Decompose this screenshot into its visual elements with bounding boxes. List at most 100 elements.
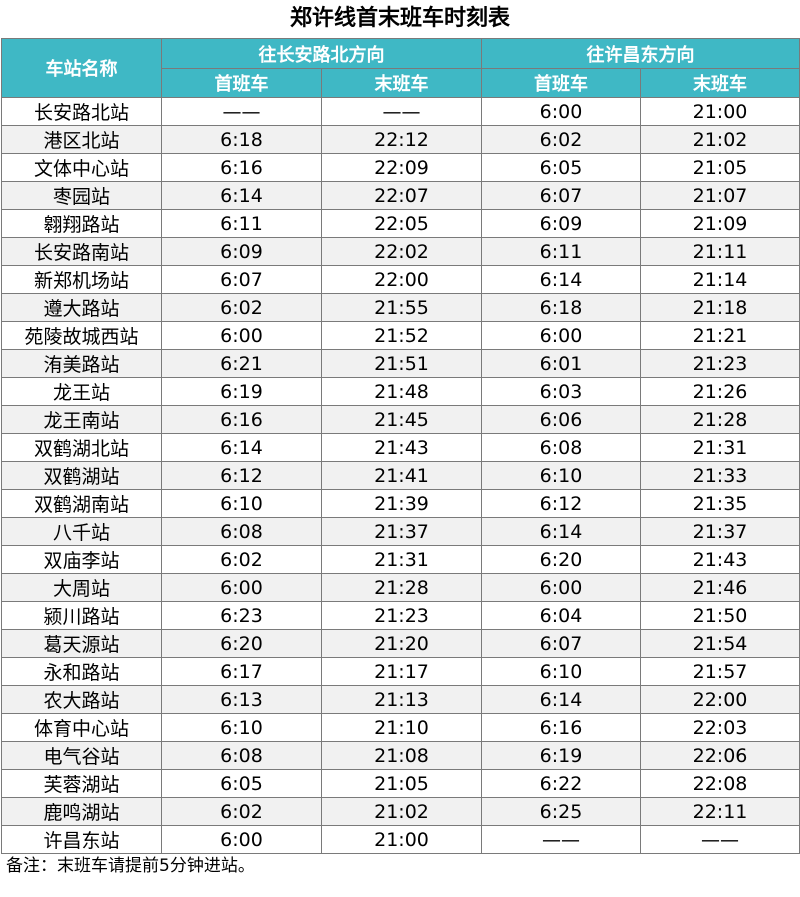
north-first-train-cell: 6:02 (161, 797, 322, 826)
station-name-cell: 翱翔路站 (1, 209, 162, 238)
north-first-train-cell: 6:09 (161, 237, 322, 266)
north-last-train-cell: 22:12 (321, 125, 482, 154)
east-last-train-cell: 21:50 (640, 601, 800, 630)
north-first-train-cell: 6:00 (161, 321, 322, 350)
east-first-train-cell: 6:25 (481, 797, 641, 826)
east-last-train-cell: 22:06 (640, 741, 800, 770)
station-name-cell: 双鹤湖南站 (1, 489, 162, 518)
station-name-cell: 双庙李站 (1, 545, 162, 574)
north-last-train-cell: 21:37 (321, 517, 482, 546)
table-row: 龙王南站 6:16 21:45 6:06 21:28 (1, 405, 800, 434)
east-last-train-cell: 21:23 (640, 349, 800, 378)
north-first-train-cell: 6:07 (161, 265, 322, 294)
table-row: 葛天源站 6:20 21:20 6:07 21:54 (1, 629, 800, 658)
direction-changanlu-north-header: 往长安路北方向 (161, 38, 482, 69)
north-last-train-cell: 21:39 (321, 489, 482, 518)
station-name-cell: 葛天源站 (1, 629, 162, 658)
east-first-train-cell: 6:14 (481, 265, 641, 294)
north-first-train-cell: 6:08 (161, 517, 322, 546)
east-last-train-cell: 21:11 (640, 237, 800, 266)
station-name-cell: 体育中心站 (1, 713, 162, 742)
station-name-header: 车站名称 (1, 38, 162, 98)
station-name-cell: 芙蓉湖站 (1, 769, 162, 798)
north-last-train-cell: 21:08 (321, 741, 482, 770)
table-row: 双鹤湖站 6:12 21:41 6:10 21:33 (1, 461, 800, 490)
north-first-train-cell: 6:02 (161, 293, 322, 322)
east-first-train-cell: 6:02 (481, 125, 641, 154)
east-last-train-cell: 21:07 (640, 181, 800, 210)
east-last-train-cell: 21:31 (640, 433, 800, 462)
east-first-train-cell: 6:03 (481, 377, 641, 406)
station-name-cell: 长安路南站 (1, 237, 162, 266)
north-last-train-cell: 21:48 (321, 377, 482, 406)
table-row: 颍川路站 6:23 21:23 6:04 21:50 (1, 601, 800, 630)
station-name-cell: 大周站 (1, 573, 162, 602)
east-last-train-cell: 21:18 (640, 293, 800, 322)
table-row: 长安路北站 —— —— 6:00 21:00 (1, 97, 800, 126)
north-first-train-cell: 6:23 (161, 601, 322, 630)
north-first-train-cell: 6:00 (161, 573, 322, 602)
east-last-train-cell: 21:43 (640, 545, 800, 574)
north-last-train-cell: 22:09 (321, 153, 482, 182)
table-row: 新郑机场站 6:07 22:00 6:14 21:14 (1, 265, 800, 294)
station-name-cell: 龙王南站 (1, 405, 162, 434)
north-last-train-cell: 22:02 (321, 237, 482, 266)
table-row: 永和路站 6:17 21:17 6:10 21:57 (1, 657, 800, 686)
east-last-train-cell: 22:00 (640, 685, 800, 714)
east-last-train-cell: 21:02 (640, 125, 800, 154)
east-last-train-cell: 22:11 (640, 797, 800, 826)
north-last-train-cell: 21:28 (321, 573, 482, 602)
north-last-train-cell: 22:07 (321, 181, 482, 210)
north-last-train-cell: 22:00 (321, 265, 482, 294)
table-row: 农大路站 6:13 21:13 6:14 22:00 (1, 685, 800, 714)
east-last-train-cell: 21:21 (640, 321, 800, 350)
station-name-cell: 电气谷站 (1, 741, 162, 770)
table-row: 龙王站 6:19 21:48 6:03 21:26 (1, 377, 800, 406)
east-first-train-cell: 6:00 (481, 573, 641, 602)
last-train-header: 末班车 (321, 68, 482, 98)
east-first-train-cell: 6:00 (481, 321, 641, 350)
station-name-cell: 八千站 (1, 517, 162, 546)
station-name-cell: 文体中心站 (1, 153, 162, 182)
east-first-train-cell: 6:07 (481, 629, 641, 658)
north-last-train-cell: 21:13 (321, 685, 482, 714)
north-first-train-cell: 6:10 (161, 489, 322, 518)
table-row: 长安路南站 6:09 22:02 6:11 21:11 (1, 237, 800, 266)
north-last-train-cell: 21:20 (321, 629, 482, 658)
timetable: 车站名称 往长安路北方向 往许昌东方向 首班车 末班车 首班车 末班车 长安路北… (1, 38, 800, 854)
east-last-train-cell: 21:05 (640, 153, 800, 182)
table-row: 双庙李站 6:02 21:31 6:20 21:43 (1, 545, 800, 574)
east-first-train-cell: 6:12 (481, 489, 641, 518)
east-last-train-cell: 21:09 (640, 209, 800, 238)
north-first-train-cell: 6:16 (161, 153, 322, 182)
east-first-train-cell: 6:10 (481, 461, 641, 490)
east-first-train-cell: 6:14 (481, 517, 641, 546)
east-first-train-cell: 6:09 (481, 209, 641, 238)
table-row: 八千站 6:08 21:37 6:14 21:37 (1, 517, 800, 546)
north-last-train-cell: 21:02 (321, 797, 482, 826)
north-last-train-cell: —— (321, 97, 482, 126)
north-first-train-cell: 6:02 (161, 545, 322, 574)
station-name-cell: 鹿鸣湖站 (1, 797, 162, 826)
north-last-train-cell: 21:23 (321, 601, 482, 630)
north-last-train-cell: 21:31 (321, 545, 482, 574)
station-name-cell: 遵大路站 (1, 293, 162, 322)
north-first-train-cell: 6:18 (161, 125, 322, 154)
north-first-train-cell: 6:16 (161, 405, 322, 434)
east-last-train-cell: 21:54 (640, 629, 800, 658)
north-last-train-cell: 21:52 (321, 321, 482, 350)
north-last-train-cell: 21:45 (321, 405, 482, 434)
direction-xuchang-east-header: 往许昌东方向 (481, 38, 800, 69)
station-name-cell: 颍川路站 (1, 601, 162, 630)
north-last-train-cell: 22:05 (321, 209, 482, 238)
table-row: 洧美路站 6:21 21:51 6:01 21:23 (1, 349, 800, 378)
station-name-cell: 枣园站 (1, 181, 162, 210)
north-last-train-cell: 21:00 (321, 825, 482, 854)
east-last-train-cell: 22:03 (640, 713, 800, 742)
east-first-train-cell: 6:06 (481, 405, 641, 434)
east-last-train-cell: 21:28 (640, 405, 800, 434)
station-name-cell: 新郑机场站 (1, 265, 162, 294)
timetable-header: 车站名称 往长安路北方向 往许昌东方向 首班车 末班车 首班车 末班车 (1, 38, 800, 98)
east-first-train-cell: 6:20 (481, 545, 641, 574)
station-name-cell: 永和路站 (1, 657, 162, 686)
